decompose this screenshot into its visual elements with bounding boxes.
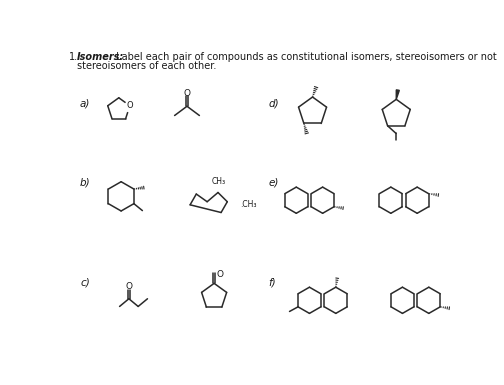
Text: CH₃: CH₃ (212, 177, 226, 186)
Text: Isomers:: Isomers: (77, 52, 124, 62)
Text: Label each pair of compounds as constitutional isomers, stereoisomers or not: Label each pair of compounds as constitu… (112, 52, 496, 62)
Text: .CH₃: .CH₃ (240, 200, 256, 209)
Text: d): d) (268, 99, 279, 109)
Text: O: O (127, 101, 133, 110)
Text: f): f) (268, 277, 276, 287)
Text: 1.: 1. (69, 52, 78, 62)
Text: O: O (125, 282, 133, 291)
Polygon shape (396, 90, 399, 99)
Text: stereoisomers of each other.: stereoisomers of each other. (77, 61, 216, 71)
Text: c): c) (80, 277, 90, 287)
Text: O: O (217, 270, 224, 280)
Text: O: O (183, 89, 191, 99)
Text: e): e) (268, 177, 279, 187)
Text: b): b) (80, 177, 91, 187)
Text: a): a) (80, 99, 90, 109)
